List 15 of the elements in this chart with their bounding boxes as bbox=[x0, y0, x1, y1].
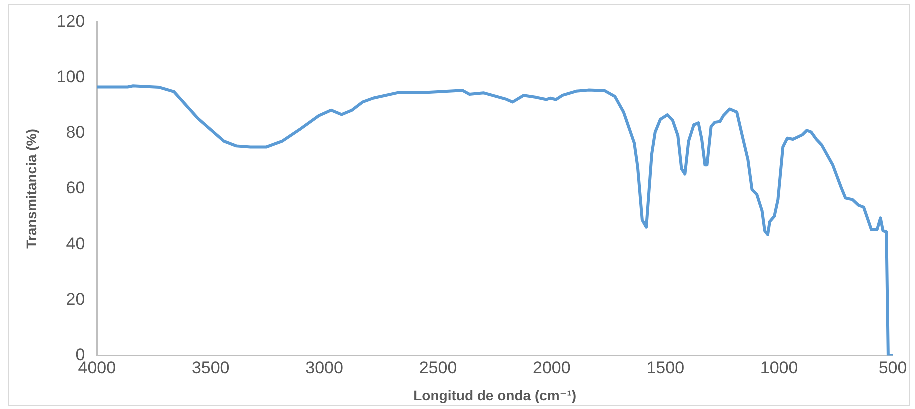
x-tick-label: 500 bbox=[878, 358, 908, 378]
y-tick-label: 80 bbox=[66, 123, 86, 142]
x-tick-label: 1500 bbox=[646, 358, 685, 378]
y-tick-label: 20 bbox=[66, 290, 86, 309]
y-axis-title: Transmitancia (%) bbox=[23, 129, 40, 249]
x-tick-label: 2000 bbox=[533, 358, 571, 378]
y-tick-label: 100 bbox=[56, 67, 86, 86]
x-tick-label: 2500 bbox=[419, 358, 458, 378]
y-tick-label: 40 bbox=[66, 234, 86, 254]
x-tick-label: 3500 bbox=[192, 358, 230, 378]
x-tick-label: 1000 bbox=[760, 358, 798, 378]
y-tick-label: 120 bbox=[56, 12, 86, 31]
x-axis-title: Longitud de onda (cm⁻¹) bbox=[414, 387, 577, 404]
x-tick-label: 3000 bbox=[306, 358, 344, 378]
y-tick-label: 60 bbox=[66, 178, 86, 198]
